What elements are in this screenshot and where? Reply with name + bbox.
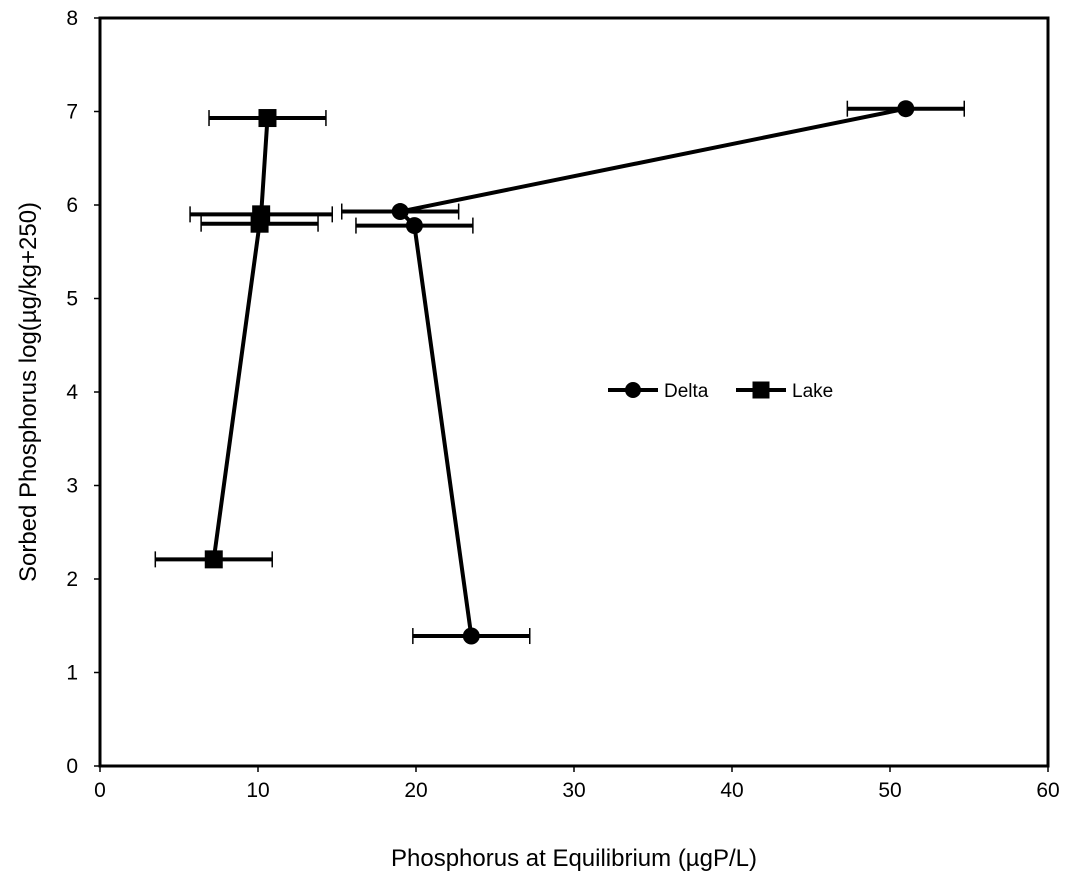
legend-label-delta: Delta [664,381,709,402]
series-line-delta [398,106,907,637]
y-tick-label: 6 [66,194,78,217]
y-tick-label: 4 [66,381,78,404]
legend: Delta Lake [608,381,833,402]
series-layer [154,100,966,645]
y-tick-label: 1 [66,662,78,685]
x-tick-label: 10 [246,779,269,802]
x-tick-label: 20 [404,779,427,802]
data-point-delta [405,217,423,235]
y-tick-label: 0 [66,755,78,778]
data-point-delta [462,627,480,645]
legend-label-lake: Lake [792,381,833,402]
x-tick-label: 60 [1036,779,1059,802]
data-point-lake [250,214,269,233]
y-tick-label: 5 [66,288,78,311]
y-tick-label: 2 [66,568,78,591]
y-tick-label: 7 [66,101,78,124]
x-tick-label: 40 [720,779,743,802]
legend-marker-lake [752,381,770,399]
data-point-delta [391,203,409,221]
plot-area [98,16,1050,768]
y-tick-label: 8 [66,7,78,30]
data-point-lake [204,550,223,569]
x-tick-label: 50 [878,779,901,802]
x-tick-label: 0 [94,779,106,802]
y-tick-label: 3 [66,475,78,498]
data-point-delta [897,100,915,118]
data-point-lake [258,109,277,128]
y-axis-ticks: 0 1 2 3 4 5 6 7 8 [66,7,100,778]
x-axis-ticks: 0 10 20 30 40 50 60 [94,766,1060,802]
x-tick-label: 30 [562,779,585,802]
legend-marker-delta [625,382,641,398]
y-axis-title: Sorbed Phosphorus log(µg/kg+250) [15,202,42,582]
x-axis-title: Phosphorus at Equilibrium (µgP/L) [391,845,757,872]
